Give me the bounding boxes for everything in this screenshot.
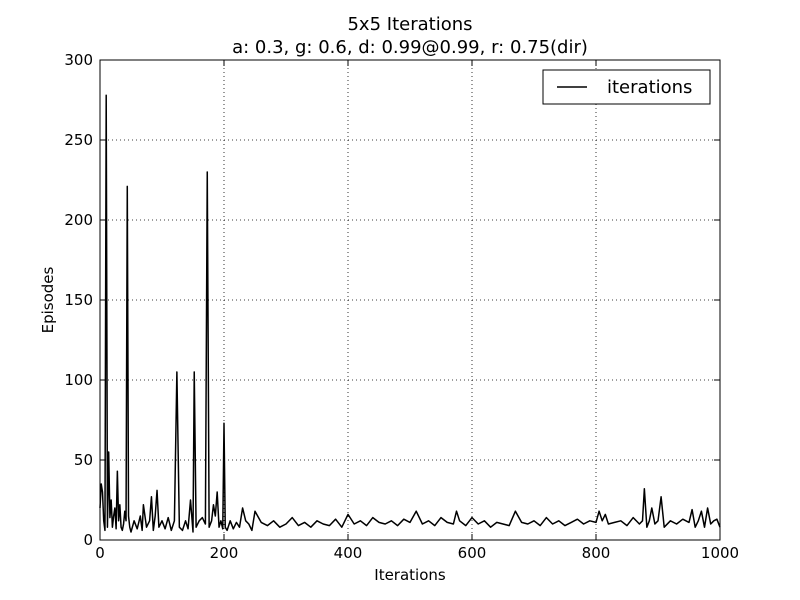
chart-subtitle: a: 0.3, g: 0.6, d: 0.99@0.99, r: 0.75(di… (232, 37, 588, 58)
y-tick-label: 250 (64, 131, 93, 149)
legend: iterations (542, 69, 711, 105)
y-tick-label: 300 (64, 51, 93, 69)
y-tick-label: 50 (74, 451, 93, 469)
x-tick-label: 600 (458, 544, 487, 562)
y-tick-label: 100 (64, 371, 93, 389)
legend-label: iterations (607, 77, 692, 98)
series-layer (99, 94, 721, 533)
x-tick-label: 400 (334, 544, 363, 562)
x-tick-label: 0 (95, 544, 105, 562)
y-tick-label: 150 (64, 291, 93, 309)
chart-title: 5x5 Iterations (347, 14, 472, 35)
x-tick-label: 1000 (701, 544, 739, 562)
series-line-iterations (99, 94, 721, 533)
grid (100, 60, 720, 540)
y-axis-label: Episodes (39, 266, 57, 333)
x-tick-label: 800 (582, 544, 611, 562)
y-tick-label: 200 (64, 211, 93, 229)
x-tick-label: 200 (210, 544, 239, 562)
ticks: 0 200 400 600 800 1000 0 50 100 150 200 250 300 (64, 51, 739, 562)
y-tick-label: 0 (83, 531, 93, 549)
x-axis-label: Iterations (374, 566, 446, 584)
